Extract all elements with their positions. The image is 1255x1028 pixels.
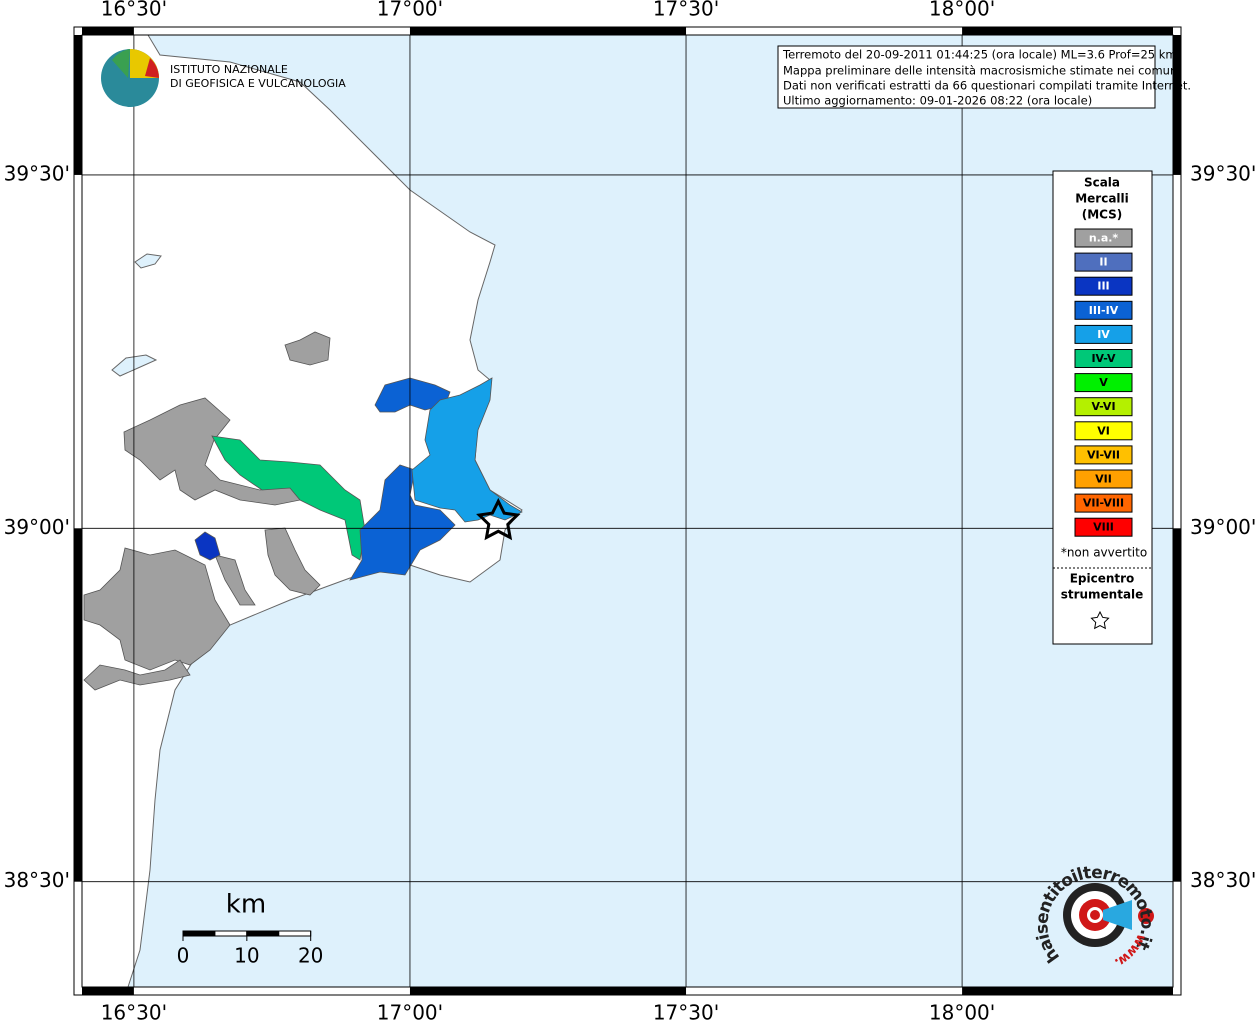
legend-label: V — [1099, 376, 1108, 389]
scale-label: 20 — [298, 944, 323, 968]
legend-epicenter-title: strumentale — [1061, 588, 1144, 602]
frame-bar — [74, 35, 82, 175]
legend-swatch — [1074, 397, 1133, 417]
region — [214, 554, 256, 606]
lon-label: 16°30' — [101, 0, 167, 21]
axis-labels: 16°30' 16°30' 17°00' 17°00' 17°30' 17°30' 18°0… — [4, 0, 1255, 1025]
legend-swatch — [1074, 493, 1133, 513]
lon-label: 17°30' — [653, 0, 719, 21]
info-box — [777, 45, 1156, 109]
badge-speaker — [1103, 900, 1132, 930]
legend-label: III-IV — [1089, 304, 1119, 317]
badge-ring — [1090, 910, 1100, 920]
frame-bars — [74, 27, 1181, 995]
frame-bar — [82, 27, 134, 35]
logo-part — [145, 58, 159, 78]
lon-label: 16°30' — [101, 1001, 167, 1025]
lon-label: 17°00' — [377, 1001, 443, 1025]
legend-label: VIII — [1093, 521, 1114, 534]
frame-bar — [82, 987, 134, 995]
region — [264, 527, 321, 596]
legend-title: Mercalli — [1075, 192, 1129, 206]
legend-title: (MCS) — [1082, 208, 1123, 222]
legend-label: V-VI — [1091, 400, 1115, 413]
scale-segment — [278, 930, 312, 937]
lon-label: 17°30' — [653, 1001, 719, 1025]
legend-swatch — [1074, 445, 1133, 465]
legend-swatch — [1074, 276, 1133, 296]
legend-epicenter-title: Epicentro — [1070, 572, 1135, 586]
region — [83, 659, 191, 691]
land — [81, 34, 523, 988]
lon-label: 18°00' — [929, 0, 995, 21]
info-line: Mappa preliminare delle intensità macros… — [783, 64, 1180, 78]
frame-bar — [1173, 528, 1181, 882]
grid — [82, 35, 1173, 987]
info-line: Terremoto del 20-09-2011 01:44:25 (ora l… — [782, 48, 1177, 62]
legend-label: VII-VIII — [1083, 497, 1124, 510]
lat-label: 38°30' — [4, 868, 70, 892]
coast — [81, 34, 523, 988]
frame-bar — [1173, 35, 1181, 175]
lon-label: 18°00' — [929, 1001, 995, 1025]
ingv-logo: ISTITUTO NAZIONALE DI GEOFISICA E VULCAN… — [101, 49, 346, 107]
legend: Scala Mercalli (MCS) *non avvertito Epic… — [1052, 170, 1153, 645]
lon-label: 17°00' — [377, 0, 443, 21]
scale-bar: km 0 10 20 — [177, 890, 324, 968]
region — [211, 435, 366, 561]
lat-label: 39°00' — [4, 515, 70, 539]
lat-label: 39°00' — [1190, 515, 1255, 539]
scale-segment — [246, 930, 280, 937]
logo-part — [112, 49, 130, 78]
scale-label: 0 — [177, 944, 190, 968]
legend-title: Scala — [1084, 176, 1120, 190]
epicenter — [476, 497, 521, 541]
frame-bar — [962, 27, 1173, 35]
legend-label: IV-V — [1091, 352, 1116, 365]
region — [284, 331, 331, 366]
legend-label: VI-VII — [1087, 448, 1120, 461]
lat-label: 38°30' — [1190, 868, 1255, 892]
scale-label: 10 — [234, 944, 259, 968]
frame-bar — [962, 987, 1173, 995]
legend-label: III — [1097, 280, 1109, 293]
legend-label: II — [1099, 256, 1107, 269]
frame-bar — [409, 987, 687, 995]
legend-swatch — [1074, 349, 1133, 368]
logo-text: DI GEOFISICA E VULCANOLOGIA — [170, 77, 346, 90]
scale-unit: km — [226, 890, 266, 920]
scale-segment — [214, 930, 248, 937]
legend-swatch — [1074, 228, 1133, 248]
legend-swatch — [1074, 324, 1133, 344]
legend-swatch — [1074, 469, 1133, 489]
legend-label: VII — [1095, 473, 1112, 486]
info-line: Ultimo aggiornamento: 09-01-2026 08:22 (… — [783, 94, 1092, 108]
legend-label: IV — [1097, 328, 1110, 341]
legend-swatch — [1074, 421, 1133, 441]
legend-note: *non avvertito — [1061, 546, 1147, 560]
lake — [134, 253, 162, 269]
legend-label: n.a.* — [1089, 232, 1119, 245]
legend-swatch — [1074, 300, 1133, 320]
frame-bar — [409, 27, 687, 35]
lat-label: 39°30' — [4, 161, 70, 185]
info-line: Dati non verificati estratti da 66 quest… — [783, 79, 1191, 93]
region — [349, 464, 456, 581]
legend-star — [1090, 610, 1110, 630]
legend-label: VI — [1097, 424, 1110, 437]
legend-swatch — [1074, 517, 1133, 537]
legend-swatch — [1074, 373, 1133, 393]
logo-text: ISTITUTO NAZIONALE — [170, 63, 288, 76]
lat-label: 39°30' — [1190, 161, 1255, 185]
region — [83, 547, 231, 671]
scale-segment — [182, 930, 216, 937]
legend-swatch — [1074, 252, 1133, 272]
frame-bar — [74, 528, 82, 882]
region — [194, 531, 221, 561]
badge-dot — [1138, 908, 1154, 924]
